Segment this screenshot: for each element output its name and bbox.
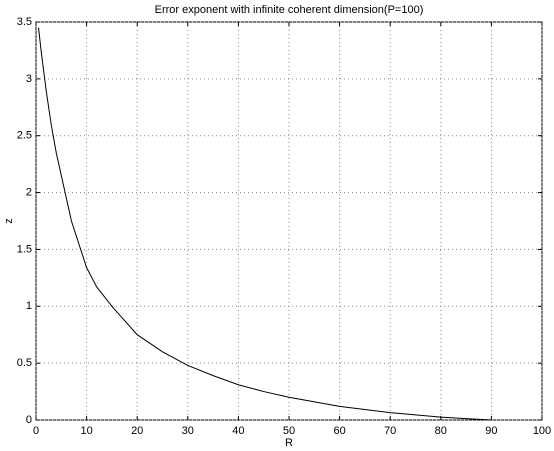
x-tick-label: 80 (435, 425, 447, 437)
y-tick-label: 1.5 (17, 243, 32, 255)
x-tick-label: 30 (182, 425, 194, 437)
x-tick-label: 20 (131, 425, 143, 437)
x-tick-label: 100 (533, 425, 551, 437)
x-tick-label: 60 (333, 425, 345, 437)
y-tick-label: 3.5 (17, 16, 32, 28)
y-tick-label: 0 (26, 414, 32, 426)
x-tick-label: 0 (33, 425, 39, 437)
y-axis-label: z (3, 218, 15, 224)
x-tick-label: 70 (384, 425, 396, 437)
x-tick-label: 40 (232, 425, 244, 437)
y-tick-label: 1 (26, 300, 32, 312)
y-tick-label: 2 (26, 186, 32, 198)
x-tick-label: 90 (485, 425, 497, 437)
y-tick-label: 0.5 (17, 357, 32, 369)
y-tick-label: 2.5 (17, 130, 32, 142)
data-line (38, 27, 492, 421)
plot-frame (35, 21, 543, 421)
x-axis-label: R (285, 437, 293, 449)
x-tick-label: 10 (80, 425, 92, 437)
x-tick-label: 50 (283, 425, 295, 437)
y-tick-label: 3 (26, 73, 32, 85)
chart-title: Error exponent with infinite coherent di… (155, 4, 424, 16)
